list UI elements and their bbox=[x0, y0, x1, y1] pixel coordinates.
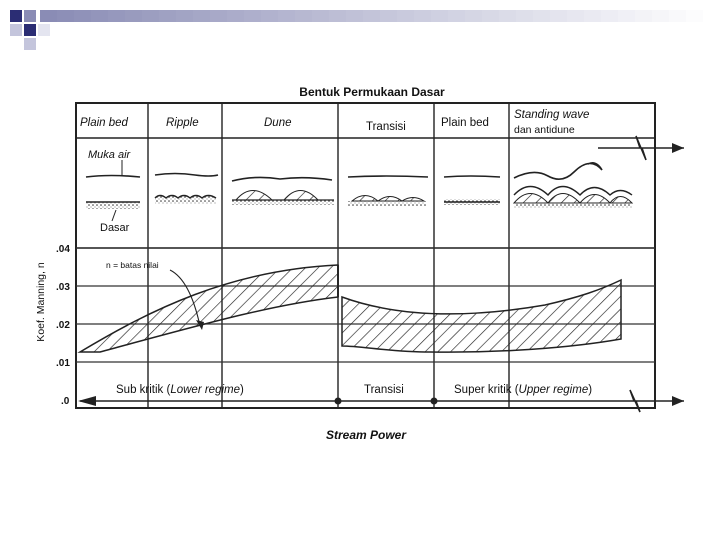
column-header-dune: Dune bbox=[264, 117, 292, 129]
stream-power-axis bbox=[78, 396, 622, 406]
header-gradient-segment bbox=[516, 10, 534, 22]
figure-title: Bentuk Permukaan Dasar bbox=[299, 85, 445, 99]
lower-regime-band bbox=[77, 264, 339, 353]
header-gradient-segment bbox=[652, 10, 670, 22]
header-gradient-segment bbox=[193, 10, 211, 22]
header-gradient-segment bbox=[295, 10, 313, 22]
header-square bbox=[24, 10, 36, 22]
axis-break-markers bbox=[598, 135, 684, 413]
header-gradient-segment bbox=[159, 10, 177, 22]
header-gradient-segment bbox=[686, 10, 704, 22]
x-axis-label: Stream Power bbox=[326, 428, 407, 442]
header-gradient-segment bbox=[278, 10, 296, 22]
y-axis-label: Koef. Manning, n bbox=[35, 262, 47, 342]
header-gradient-segment bbox=[40, 10, 58, 22]
column-header-transition: Transisi bbox=[366, 121, 406, 133]
bed-form-sketches bbox=[85, 162, 634, 209]
header-gradient-segment bbox=[346, 10, 364, 22]
header-gradient-segment bbox=[108, 10, 126, 22]
header-gradient-segment bbox=[482, 10, 500, 22]
header-gradient-segment bbox=[499, 10, 517, 22]
bed-pointer bbox=[111, 209, 117, 222]
header-gradient-segment bbox=[601, 10, 619, 22]
regime-label-lower: Sub kritik (Lower regime) bbox=[116, 384, 244, 396]
header-gradient-segment bbox=[363, 10, 381, 22]
header-gradient-segment bbox=[125, 10, 143, 22]
header-gradient-segment bbox=[227, 10, 245, 22]
header-gradient-segment bbox=[91, 10, 109, 22]
header-gradient-segment bbox=[448, 10, 466, 22]
regime-label-transition: Transisi bbox=[364, 384, 404, 396]
header-gradient-segment bbox=[176, 10, 194, 22]
header-gradient-segment bbox=[414, 10, 432, 22]
header-gradient-segment bbox=[312, 10, 330, 22]
band-annotation: n = batas nilai bbox=[106, 260, 159, 270]
column-dividers bbox=[147, 103, 510, 408]
bed-label: Dasar bbox=[100, 222, 130, 234]
figure-frame bbox=[75, 102, 656, 409]
header-square bbox=[24, 24, 36, 36]
column-header-plain-bed-upper: Plain bed bbox=[441, 117, 489, 129]
upper-regime-band bbox=[341, 278, 622, 353]
header-gradient-segment bbox=[261, 10, 279, 22]
header-gradient-segment bbox=[74, 10, 92, 22]
column-header-ripple: Ripple bbox=[166, 117, 199, 129]
header-gradient-segment bbox=[329, 10, 347, 22]
y-tick-0.02: .02 bbox=[56, 320, 70, 331]
header-gradient-segment bbox=[57, 10, 75, 22]
manning-range-bands bbox=[77, 264, 622, 353]
column-header-plain-bed-lower: Plain bed bbox=[80, 117, 129, 129]
header-gradient-segment bbox=[431, 10, 449, 22]
y-tick-0.03: .03 bbox=[56, 282, 70, 293]
band-annotation-arrow bbox=[169, 269, 201, 327]
header-gradient-segment bbox=[244, 10, 262, 22]
header-gradient-segment bbox=[142, 10, 160, 22]
header-square bbox=[24, 38, 36, 50]
header-gradient-segment bbox=[635, 10, 653, 22]
header-gradient-segment bbox=[669, 10, 687, 22]
header-square bbox=[38, 24, 50, 36]
header-gradient-segment bbox=[618, 10, 636, 22]
header-square bbox=[10, 10, 22, 22]
y-tick-0: .0 bbox=[61, 396, 70, 407]
slide-header-decoration bbox=[10, 10, 720, 50]
header-gradient-segment bbox=[584, 10, 602, 22]
y-tick-0.04: .04 bbox=[56, 244, 70, 255]
header-gradient-segment bbox=[465, 10, 483, 22]
column-header-standing-wave: Standing wave bbox=[514, 109, 589, 121]
header-square bbox=[10, 24, 22, 36]
water-surface-label: Muka air bbox=[88, 149, 132, 161]
header-gradient-segment bbox=[380, 10, 398, 22]
regime-label-upper: Super kritik (Upper regime) bbox=[454, 384, 592, 396]
header-gradient-segment bbox=[550, 10, 568, 22]
column-header-antidune: dan antidune bbox=[514, 124, 575, 136]
header-gradient-segment bbox=[397, 10, 415, 22]
header-gradient-segment bbox=[703, 10, 720, 22]
header-gradient-segment bbox=[567, 10, 585, 22]
header-gradient-segment bbox=[533, 10, 551, 22]
y-tick-0.01: .01 bbox=[56, 358, 70, 369]
header-gradient-segment bbox=[210, 10, 228, 22]
